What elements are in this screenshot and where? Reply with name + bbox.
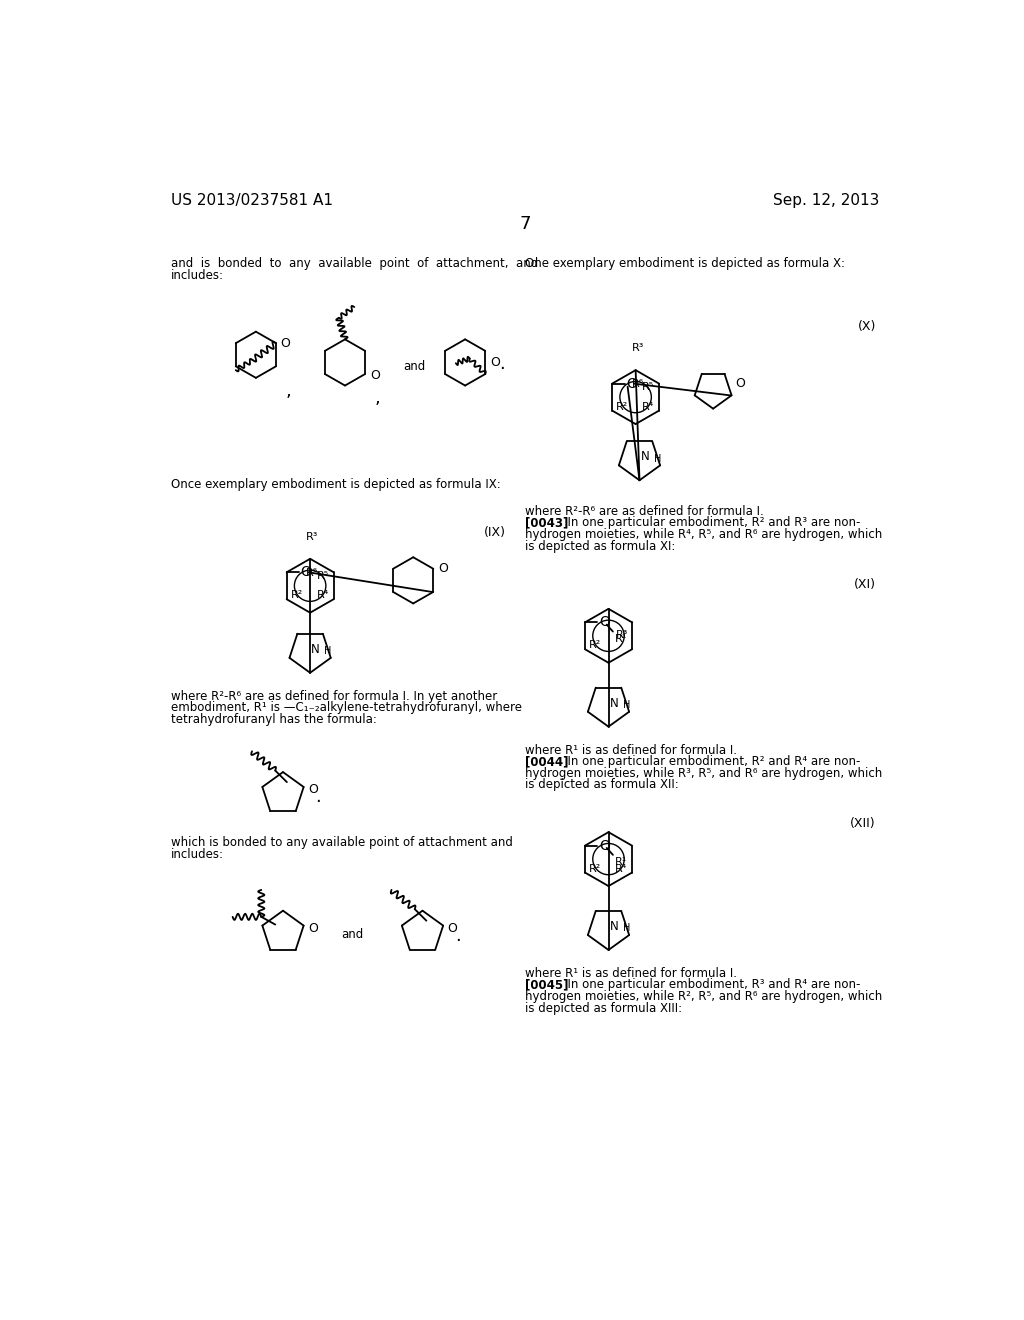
Text: is depicted as formula XI:: is depicted as formula XI: [524,540,675,553]
Text: hydrogen moieties, while R⁴, R⁵, and R⁶ are hydrogen, which: hydrogen moieties, while R⁴, R⁵, and R⁶ … [524,528,882,541]
Text: H: H [653,454,662,463]
Text: R¹: R¹ [614,857,627,867]
Text: R³: R³ [615,630,628,640]
Text: R³: R³ [632,343,644,354]
Text: R⁵: R⁵ [642,383,654,392]
Text: [0043]: [0043] [524,516,568,529]
Text: O: O [308,783,317,796]
Text: R⁵: R⁵ [316,572,329,581]
Text: H: H [623,923,630,933]
Text: O: O [308,921,317,935]
Text: N: N [640,450,649,463]
Text: includes:: includes: [171,268,223,281]
Text: R⁴: R⁴ [642,401,654,412]
Text: H: H [623,700,630,710]
Text: hydrogen moieties, while R³, R⁵, and R⁶ are hydrogen, which: hydrogen moieties, while R³, R⁵, and R⁶ … [524,767,882,780]
Text: In one particular embodiment, R² and R³ are non-: In one particular embodiment, R² and R³ … [560,516,861,529]
Text: where R¹ is as defined for formula I.: where R¹ is as defined for formula I. [524,743,737,756]
Text: R⁴: R⁴ [615,863,627,874]
Text: .: . [500,355,505,374]
Text: R⁶: R⁶ [632,379,644,389]
Text: R¹: R¹ [614,634,627,644]
Text: R²: R² [589,863,601,874]
Text: (XII): (XII) [850,817,876,830]
Text: ,: , [286,381,291,400]
Text: R⁴: R⁴ [316,590,329,601]
Text: R²: R² [589,640,601,651]
Text: One exemplary embodiment is depicted as formula X:: One exemplary embodiment is depicted as … [524,257,845,271]
Text: In one particular embodiment, R³ and R⁴ are non-: In one particular embodiment, R³ and R⁴ … [560,978,861,991]
Text: tetrahydrofuranyl has the formula:: tetrahydrofuranyl has the formula: [171,713,377,726]
Text: O: O [370,368,380,381]
Text: H: H [325,645,332,656]
Text: (IX): (IX) [483,527,506,540]
Text: O: O [447,921,457,935]
Text: [0045]: [0045] [524,978,568,991]
Text: R⁶: R⁶ [306,568,318,578]
Text: where R²-R⁶ are as defined for formula I.: where R²-R⁶ are as defined for formula I… [524,506,764,517]
Text: O: O [438,562,447,576]
Text: O: O [281,337,291,350]
Text: O: O [599,838,610,853]
Text: Sep. 12, 2013: Sep. 12, 2013 [772,193,879,209]
Text: (XI): (XI) [854,578,876,591]
Text: embodiment, R¹ is —C₁₋₂alkylene-tetrahydrofuranyl, where: embodiment, R¹ is —C₁₋₂alkylene-tetrahyd… [171,701,521,714]
Text: ,: , [375,389,380,408]
Text: which is bonded to any available point of attachment and: which is bonded to any available point o… [171,836,512,849]
Text: [0044]: [0044] [524,755,568,768]
Text: where R²-R⁶ are as defined for formula I. In yet another: where R²-R⁶ are as defined for formula I… [171,689,497,702]
Text: and: and [403,360,425,372]
Text: 7: 7 [519,215,530,232]
Text: .: . [455,927,461,945]
Text: .: . [315,788,322,807]
Text: N: N [609,920,618,933]
Text: O: O [301,565,311,579]
Text: R³: R³ [306,532,318,543]
Text: O: O [599,615,610,630]
Text: (X): (X) [857,321,876,333]
Text: In one particular embodiment, R² and R⁴ are non-: In one particular embodiment, R² and R⁴ … [560,755,861,768]
Text: hydrogen moieties, while R², R⁵, and R⁶ are hydrogen, which: hydrogen moieties, while R², R⁵, and R⁶ … [524,990,882,1003]
Text: R²: R² [616,401,629,412]
Text: where R¹ is as defined for formula I.: where R¹ is as defined for formula I. [524,966,737,979]
Text: O: O [735,376,744,389]
Text: Once exemplary embodiment is depicted as formula IX:: Once exemplary embodiment is depicted as… [171,478,501,491]
Text: O: O [626,376,637,391]
Text: and  is  bonded  to  any  available  point  of  attachment,  and: and is bonded to any available point of … [171,257,538,271]
Text: R²: R² [291,590,303,601]
Text: is depicted as formula XIII:: is depicted as formula XIII: [524,1002,682,1015]
Text: O: O [489,356,500,370]
Text: N: N [311,643,319,656]
Text: N: N [609,697,618,710]
Text: US 2013/0237581 A1: US 2013/0237581 A1 [171,193,333,209]
Text: and: and [341,928,364,941]
Text: is depicted as formula XII:: is depicted as formula XII: [524,779,679,791]
Text: includes:: includes: [171,847,223,861]
